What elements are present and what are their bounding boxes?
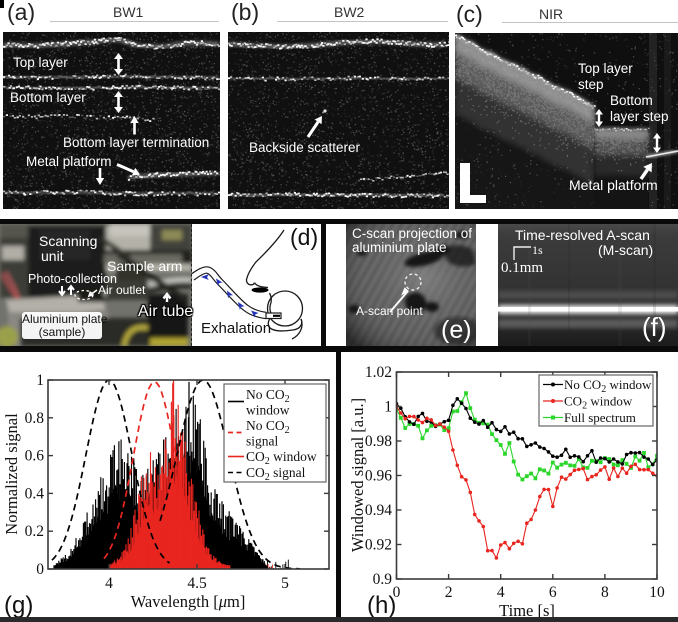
svg-text:signal: signal xyxy=(246,434,278,449)
svg-text:2: 2 xyxy=(445,584,453,601)
svg-text:0.6: 0.6 xyxy=(25,448,45,465)
svg-text:1: 1 xyxy=(36,372,44,389)
svg-text:CO2 signal: CO2 signal xyxy=(246,465,306,483)
svg-text:0.9: 0.9 xyxy=(373,571,393,588)
svg-text:4: 4 xyxy=(105,575,113,592)
svg-text:Normalized signal: Normalized signal xyxy=(2,413,21,535)
svg-text:Full spectrum: Full spectrum xyxy=(564,410,636,425)
svg-text:10: 10 xyxy=(649,584,665,601)
svg-text:Time [s]: Time [s] xyxy=(499,601,555,620)
svg-text:0.98: 0.98 xyxy=(365,433,392,450)
svg-text:1.02: 1.02 xyxy=(365,364,392,381)
svg-text:Windowed signal [a.u.]: Windowed signal [a.u.] xyxy=(348,398,367,552)
svg-text:8: 8 xyxy=(601,584,609,601)
svg-text:No CO2 window: No CO2 window xyxy=(564,377,652,395)
svg-text:CO2 window: CO2 window xyxy=(564,394,633,412)
svg-text:0.4: 0.4 xyxy=(25,485,45,502)
svg-text:CO2 window: CO2 window xyxy=(246,449,317,467)
svg-text:No CO2: No CO2 xyxy=(246,387,290,405)
svg-text:5: 5 xyxy=(281,575,289,592)
svg-text:4.5: 4.5 xyxy=(187,575,207,592)
svg-text:No CO2: No CO2 xyxy=(246,418,290,436)
svg-text:0.2: 0.2 xyxy=(25,523,44,540)
svg-text:1: 1 xyxy=(384,399,392,416)
svg-text:0: 0 xyxy=(393,584,401,601)
svg-text:0.92: 0.92 xyxy=(365,537,392,554)
svg-text:4: 4 xyxy=(497,584,505,601)
svg-text:0: 0 xyxy=(36,561,44,578)
svg-text:window: window xyxy=(246,403,290,418)
svg-text:Wavelength [μm]: Wavelength [μm] xyxy=(131,592,246,611)
svg-text:0.8: 0.8 xyxy=(25,410,45,427)
svg-text:0.96: 0.96 xyxy=(365,468,392,485)
svg-text:6: 6 xyxy=(549,584,557,601)
svg-text:0.94: 0.94 xyxy=(365,502,392,519)
